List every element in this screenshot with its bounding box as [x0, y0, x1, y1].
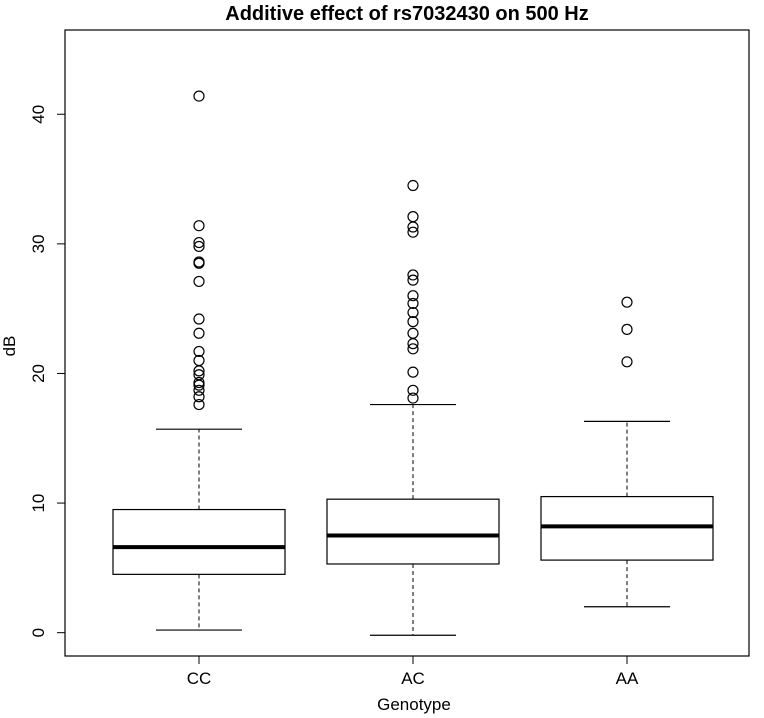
outlier-point — [621, 323, 633, 335]
outlier-point — [621, 356, 633, 368]
boxes — [112, 90, 714, 636]
chart-title: Additive effect of rs7032430 on 500 Hz — [225, 3, 588, 25]
outlier-point — [193, 220, 205, 232]
outlier-point — [193, 313, 205, 325]
outlier-point — [193, 369, 205, 381]
outlier-point — [407, 343, 419, 355]
outlier-point — [193, 391, 205, 403]
outlier-point — [407, 179, 419, 192]
y-tick-label: 10 — [29, 494, 48, 513]
outlier-point — [193, 240, 205, 253]
outlier-point — [407, 366, 419, 378]
x-axis-label: Genotype — [377, 695, 451, 714]
x-tick-label: AC — [401, 669, 425, 688]
outlier-point — [407, 316, 419, 328]
outlier-point — [407, 274, 419, 286]
outlier-point — [407, 384, 419, 396]
outlier-point — [193, 90, 205, 102]
box-group-ac — [326, 179, 500, 636]
iqr-box — [112, 508, 286, 575]
outlier-point — [193, 345, 205, 358]
outlier-point — [407, 392, 419, 404]
outlier-point — [193, 275, 205, 288]
y-tick-label: 30 — [29, 234, 48, 253]
iqr-box — [326, 498, 500, 565]
outlier-point — [621, 296, 633, 308]
outlier-point — [407, 211, 419, 223]
x-tick-label: AA — [616, 669, 639, 688]
y-tick-label: 0 — [29, 628, 48, 637]
outlier-point — [407, 269, 419, 281]
outlier-point — [193, 236, 205, 249]
outlier-point — [193, 354, 205, 367]
outlier-point — [407, 226, 419, 238]
outlier-point — [193, 327, 205, 339]
outlier-point — [407, 297, 419, 310]
box-group-cc — [112, 90, 286, 631]
y-tick-label: 40 — [29, 105, 48, 124]
y-tick-label: 20 — [29, 364, 48, 383]
y-axis-label: dB — [0, 336, 19, 357]
outlier-point — [193, 376, 205, 389]
outlier-point — [193, 398, 205, 411]
x-axis: CC AC AA — [187, 655, 639, 688]
y-axis: 0 10 20 30 40 — [29, 105, 66, 637]
box-group-aa — [540, 296, 714, 608]
outlier-point — [407, 290, 419, 302]
outlier-point — [193, 384, 205, 396]
outlier-point — [407, 327, 419, 339]
outlier-point — [193, 256, 205, 268]
x-tick-label: CC — [187, 669, 212, 688]
outlier-point — [407, 306, 419, 319]
